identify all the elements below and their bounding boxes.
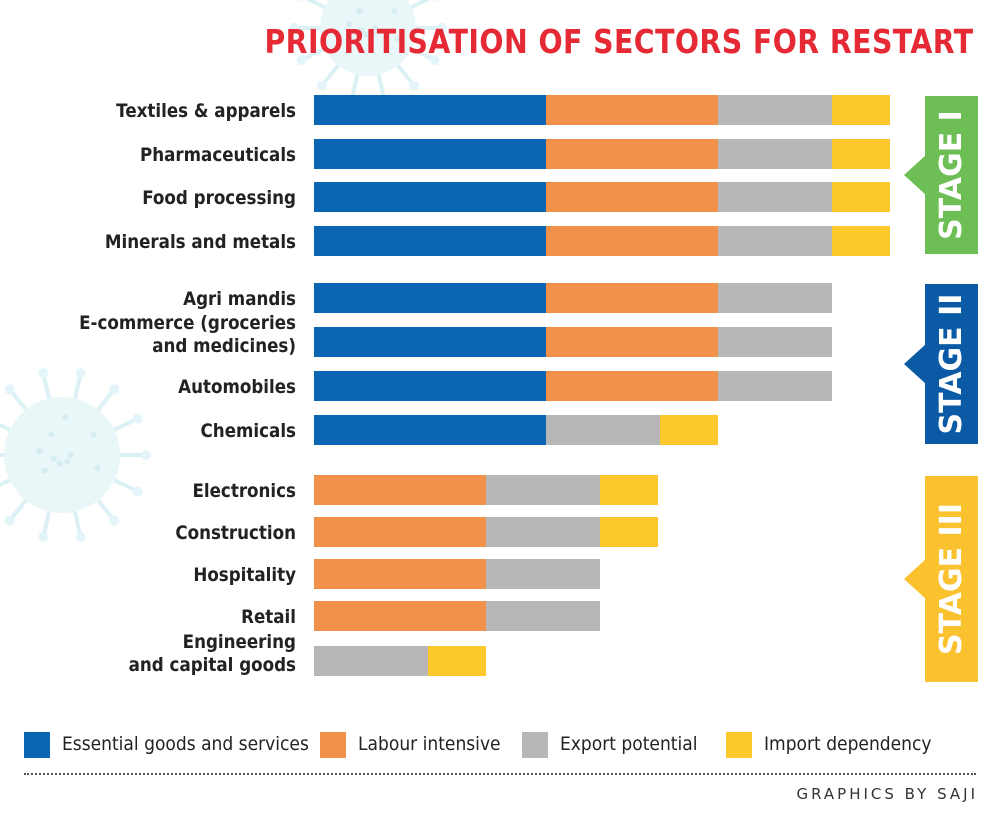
category-label-13: Engineering and capital goods [129, 631, 296, 676]
bar-segment-2-row-9 [314, 475, 486, 505]
category-labels: Textiles & apparels Pharmaceuticals Food p… [79, 100, 296, 676]
category-label-1: Textiles & apparels [116, 100, 296, 122]
legend-swatch-export [522, 732, 548, 758]
bar-segment-4-row-10 [600, 517, 658, 547]
bar-segment-3-row-4 [718, 226, 832, 256]
bar-segment-3-row-2 [718, 139, 832, 169]
bar-segment-4-row-3 [832, 182, 890, 212]
stage-2-box [925, 284, 978, 444]
bar-segment-3-row-9 [486, 475, 600, 505]
bar-segment-2-row-6 [546, 327, 718, 357]
divider-line [24, 773, 976, 775]
category-label-9: Electronics [192, 480, 296, 502]
legend: Essential goods and services Labour inte… [24, 731, 984, 761]
bar-segment-2-row-12 [314, 601, 486, 631]
category-label-8: Chemicals [201, 420, 296, 442]
stage-1-pointer [904, 155, 926, 195]
stage-1-box [925, 96, 978, 254]
category-label-6: E-commerce (groceries and medicines) [79, 312, 296, 357]
legend-label-import: Import dependency [764, 733, 932, 755]
category-label-11: Hospitality [193, 564, 296, 586]
bar-segment-4-row-1 [832, 95, 890, 125]
legend-label-export: Export potential [560, 733, 698, 755]
bar-segment-2-row-11 [314, 559, 486, 589]
bar-segment-2-row-10 [314, 517, 486, 547]
legend-label-essential: Essential goods and services [62, 733, 309, 755]
bar-segment-3-row-3 [718, 182, 832, 212]
stage-3-label: STAGE III [934, 503, 969, 655]
bar-segment-1-row-7 [314, 371, 546, 401]
bar-segment-2-row-3 [546, 182, 718, 212]
legend-swatch-labour [320, 732, 346, 758]
bar-segment-2-row-1 [546, 95, 718, 125]
category-label-7: Automobiles [178, 376, 296, 398]
bar-segment-4-row-2 [832, 139, 890, 169]
stage-2-label: STAGE II [934, 294, 969, 435]
bar-segment-4-row-8 [660, 415, 718, 445]
bar-segment-1-row-1 [314, 95, 546, 125]
bar-segment-3-row-8 [546, 415, 660, 445]
category-label-10: Construction [175, 522, 296, 544]
bar-segment-4-row-9 [600, 475, 658, 505]
bar-segment-3-row-10 [486, 517, 600, 547]
bar-segment-3-row-7 [718, 371, 832, 401]
bar-segment-3-row-6 [718, 327, 832, 357]
bar-segment-3-row-11 [486, 559, 600, 589]
bar-segment-1-row-5 [314, 283, 546, 313]
bar-segment-2-row-7 [546, 371, 718, 401]
bar-segment-4-row-13 [428, 646, 486, 676]
category-label-12: Retail [241, 606, 296, 628]
legend-swatch-essential [24, 732, 50, 758]
bar-segment-3-row-12 [486, 601, 600, 631]
stage-1-marker: STAGE I [904, 96, 978, 254]
bar-segment-1-row-8 [314, 415, 546, 445]
bar-segment-3-row-5 [718, 283, 832, 313]
bar-segment-3-row-13 [314, 646, 428, 676]
bar-segment-1-row-3 [314, 182, 546, 212]
category-label-5: Agri mandis [183, 288, 296, 310]
legend-swatch-import [726, 732, 752, 758]
stage-labels: STAGE I STAGE II STAGE III [904, 96, 978, 682]
chart-title: PRIORITISATION OF SECTORS FOR RESTART [264, 22, 974, 61]
stage-2-marker: STAGE II [904, 284, 978, 444]
bar-segment-2-row-4 [546, 226, 718, 256]
bar-segment-3-row-1 [718, 95, 832, 125]
stage-3-pointer [904, 559, 926, 599]
stage-1-label: STAGE I [934, 110, 969, 240]
stage-3-marker: STAGE III [904, 476, 978, 682]
stage-3-box [925, 476, 978, 682]
bar-segment-2-row-2 [546, 139, 718, 169]
bar-segment-1-row-4 [314, 226, 546, 256]
bars [314, 95, 890, 676]
bar-segment-1-row-2 [314, 139, 546, 169]
bar-segment-4-row-4 [832, 226, 890, 256]
bar-segment-1-row-6 [314, 327, 546, 357]
category-label-3: Food processing [142, 187, 296, 209]
graphics-credit: GRAPHICS BY SAJI [796, 785, 978, 803]
legend-label-labour: Labour intensive [358, 733, 501, 755]
category-label-4: Minerals and metals [105, 231, 296, 253]
virus-illustration-left [0, 368, 151, 542]
category-label-2: Pharmaceuticals [140, 144, 296, 166]
bar-segment-2-row-5 [546, 283, 718, 313]
stage-2-pointer [904, 344, 926, 384]
